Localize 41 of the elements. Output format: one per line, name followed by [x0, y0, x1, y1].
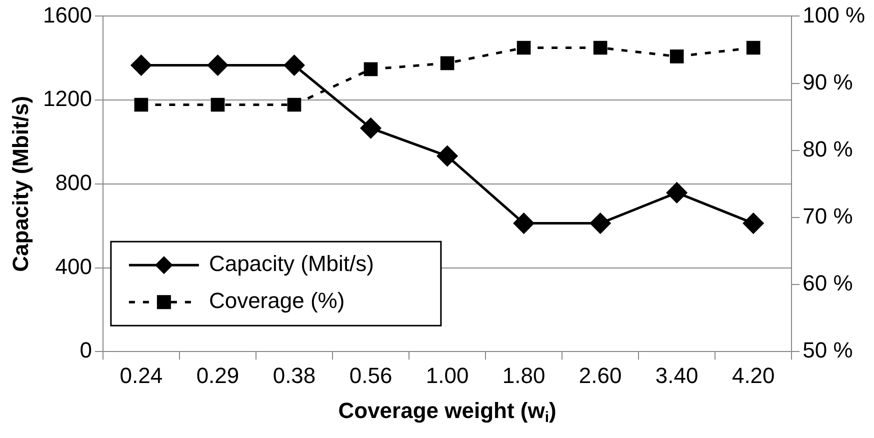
x-tick-label: 3.40: [655, 362, 698, 388]
y2-tick-label: 60 %: [802, 270, 853, 296]
y2-tick-label: 90 %: [802, 69, 853, 94]
y2-tick-label: 70 %: [802, 204, 853, 229]
x-tick-label: 2.60: [578, 362, 622, 388]
point: [284, 55, 304, 76]
point: [207, 55, 228, 76]
point: [516, 40, 531, 55]
point: [437, 146, 458, 166]
point: [440, 56, 454, 70]
point: [514, 213, 534, 234]
point: [134, 98, 148, 112]
x-tick-label: 0.29: [196, 362, 240, 388]
point: [287, 98, 302, 112]
y-tick-label: 1600: [42, 2, 92, 28]
point: [593, 40, 608, 55]
x-tick-label: 4.20: [732, 362, 775, 388]
y-tick-label: 400: [55, 254, 92, 279]
point: [590, 213, 611, 234]
x-tick-label: 1.80: [502, 362, 546, 388]
point: [746, 40, 760, 55]
y2-tick-label: 100 %: [802, 2, 866, 28]
y2-tick-label: 80 %: [802, 136, 853, 162]
y-tick-label: 0: [80, 338, 92, 363]
x-tick-label: 0.56: [349, 362, 392, 388]
y-axis-title: Capacity (Mbit/s): [8, 96, 34, 272]
point: [360, 118, 382, 138]
x-tick-label: 0.38: [272, 362, 316, 388]
x-tick-label: 1.00: [426, 362, 469, 388]
y-tick-label: 1200: [42, 86, 92, 112]
point: [670, 50, 684, 64]
point: [130, 55, 152, 76]
legend-label: Capacity (Mbit/s): [208, 251, 374, 276]
x-tick-label: 0.24: [120, 362, 163, 388]
point: [364, 62, 378, 76]
point: [666, 182, 688, 203]
y-tick-label: 800: [55, 170, 92, 195]
point: [743, 213, 764, 234]
y2-tick-label: 50 %: [802, 338, 853, 363]
legend-label: Coverage (%): [208, 288, 345, 314]
point: [210, 98, 225, 112]
